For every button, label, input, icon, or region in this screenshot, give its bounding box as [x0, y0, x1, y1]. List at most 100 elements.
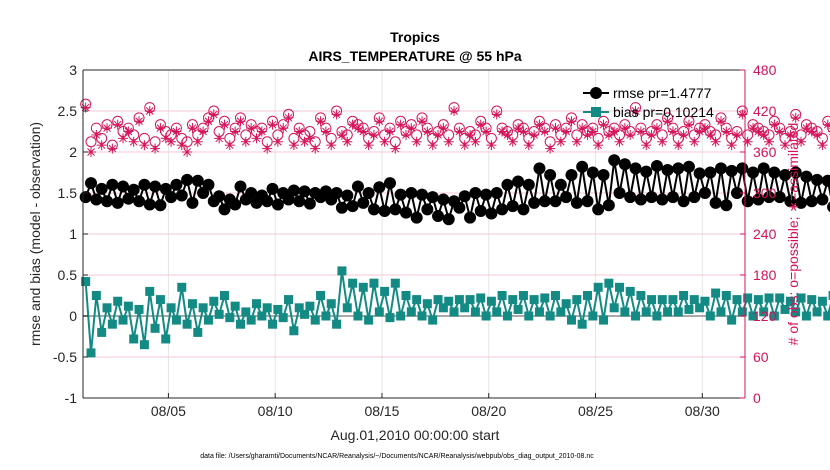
obs-assimilated-point	[764, 136, 775, 147]
rmse-point	[383, 177, 396, 190]
asterisk-stroke	[653, 124, 661, 132]
obs-assimilated-point	[545, 143, 556, 154]
rmse-point	[282, 193, 295, 206]
y-right-tick-label: 300	[753, 185, 777, 201]
bias-point	[812, 307, 822, 317]
bias-point	[823, 311, 830, 321]
asterisk-stroke	[669, 127, 677, 136]
obs-assimilated-point	[155, 123, 166, 134]
obs-assimilated-point	[657, 136, 668, 147]
obs-assimilated-point	[358, 126, 369, 137]
asterisk-stroke	[695, 127, 704, 136]
bias-point	[492, 307, 502, 317]
obs-assimilated-point	[219, 119, 230, 130]
asterisk-stroke	[236, 117, 245, 126]
obs-assimilated-point	[208, 109, 219, 120]
rmse-point	[650, 159, 663, 172]
rmse-point	[138, 178, 151, 191]
asterisk-stroke	[129, 137, 138, 146]
bias-point	[257, 311, 267, 321]
obs-assimilated-point	[299, 136, 310, 147]
asterisk-stroke	[487, 141, 496, 150]
rmse-point	[720, 199, 733, 212]
obs-assimilated-point	[400, 129, 411, 140]
asterisk-stroke	[231, 127, 240, 136]
asterisk-stroke	[279, 124, 288, 132]
rmse-point	[437, 193, 450, 206]
asterisk-stroke	[306, 134, 314, 143]
bias-point	[497, 291, 507, 300]
bias-point	[81, 277, 91, 287]
bias-point	[524, 311, 534, 321]
rmse-point	[416, 188, 429, 201]
bias-point	[663, 307, 673, 317]
bias-point	[508, 295, 518, 305]
obs-assimilated-point	[630, 106, 641, 116]
asterisk-stroke	[354, 124, 362, 132]
bias-point	[486, 296, 496, 306]
bias-point	[102, 303, 112, 313]
rmse-point	[821, 174, 830, 187]
obs-assimilated-point	[582, 129, 593, 140]
obs-assimilated-point	[139, 140, 150, 151]
obs-assimilated-point	[822, 119, 830, 130]
rmse-point	[501, 178, 514, 191]
asterisk-stroke	[199, 127, 207, 136]
bias-point	[561, 299, 571, 309]
y-right-tick-label: 180	[753, 267, 777, 283]
asterisk-stroke	[97, 141, 106, 150]
obs-assimilated-point	[710, 136, 721, 147]
bias-point	[620, 307, 630, 317]
asterisk-stroke	[108, 144, 117, 153]
obs-assimilated-point	[320, 126, 331, 137]
rmse-point	[266, 182, 279, 195]
asterisk-stroke	[119, 134, 127, 143]
asterisk-stroke	[124, 127, 133, 136]
obs-assimilated-point	[379, 136, 390, 147]
rmse-point	[346, 200, 359, 213]
rmse-point	[549, 195, 562, 208]
obs-assimilated-point	[427, 140, 438, 151]
obs-assimilated-point	[331, 109, 342, 120]
obs-assimilated-point	[256, 126, 267, 137]
asterisk-stroke	[220, 120, 229, 129]
asterisk-stroke	[562, 127, 571, 136]
bias-point	[401, 291, 411, 300]
y-tick-label: -1	[65, 390, 78, 406]
bias-point	[385, 313, 395, 323]
y-tick-label: -0.5	[53, 349, 77, 365]
bias-point	[545, 311, 555, 321]
rmse-point	[330, 187, 343, 199]
asterisk-stroke	[754, 127, 763, 136]
y-right-tick-label: 0	[753, 390, 761, 406]
asterisk-stroke	[503, 131, 512, 139]
legend-bias-marker	[591, 107, 601, 117]
obs-assimilated-point	[166, 136, 177, 147]
asterisk-stroke	[391, 144, 400, 153]
bias-point	[262, 303, 272, 313]
obs-assimilated-point	[395, 119, 406, 130]
bias-point	[775, 293, 785, 303]
bias-point	[353, 311, 363, 321]
obs-assimilated-point	[796, 136, 807, 147]
asterisk-stroke	[711, 137, 720, 146]
rmse-point	[218, 203, 231, 216]
rmse-point	[229, 198, 242, 211]
bias-point	[828, 291, 830, 300]
asterisk-stroke	[466, 131, 474, 139]
obs-assimilated-point	[523, 140, 534, 151]
bias-point	[540, 293, 550, 303]
bias-point	[668, 295, 678, 305]
bias-point	[155, 295, 165, 305]
rmse-point	[554, 178, 567, 191]
bias-point	[107, 319, 117, 329]
rmse-point	[373, 181, 386, 194]
bias-point	[780, 304, 790, 314]
bias-point	[566, 315, 576, 325]
asterisk-stroke	[508, 137, 517, 146]
bias-point	[390, 278, 400, 288]
obs-assimilated-point	[384, 126, 395, 137]
asterisk-stroke	[685, 120, 693, 129]
rmse-point	[485, 207, 498, 220]
obs-assimilated-point	[336, 129, 347, 140]
